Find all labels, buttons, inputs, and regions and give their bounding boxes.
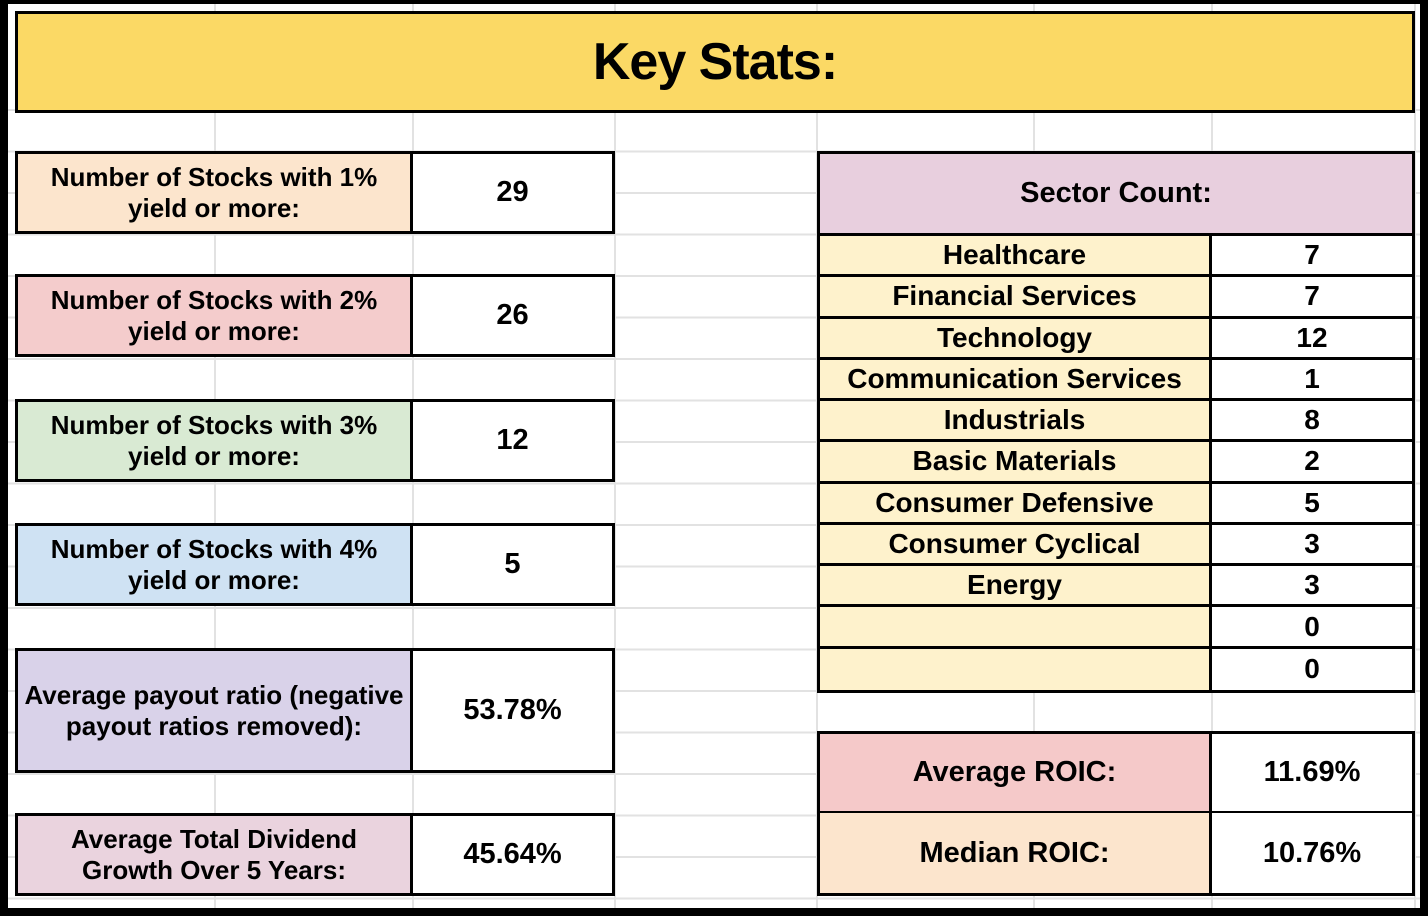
- sector-count-cell[interactable]: 3: [1212, 524, 1412, 564]
- stat-box-avg-div-growth: Average Total Dividend Growth Over 5 Yea…: [15, 813, 615, 896]
- stat-label-cell[interactable]: Number of Stocks with 4% yield or more:: [18, 526, 413, 603]
- table-row: 0: [820, 607, 1412, 649]
- sector-count-table: Healthcare 7 Financial Services 7 Techno…: [817, 233, 1415, 693]
- sector-name-cell[interactable]: Financial Services: [820, 277, 1212, 316]
- stat-box-median-roic: Median ROIC: 10.76%: [817, 813, 1415, 896]
- sector-count-cell[interactable]: 3: [1212, 566, 1412, 605]
- sector-count-cell[interactable]: 7: [1212, 277, 1412, 316]
- table-row: Financial Services 7: [820, 277, 1412, 319]
- stat-value-cell[interactable]: 53.78%: [413, 651, 612, 770]
- sector-name-cell[interactable]: Consumer Cyclical: [820, 524, 1212, 564]
- sector-count-cell[interactable]: 0: [1212, 607, 1412, 646]
- sector-name-cell[interactable]: Industrials: [820, 401, 1212, 440]
- sector-count-cell[interactable]: 7: [1212, 236, 1412, 275]
- sector-name-cell[interactable]: Energy: [820, 566, 1212, 605]
- stat-label-cell[interactable]: Median ROIC:: [820, 813, 1212, 893]
- stat-box-4pct-yield: Number of Stocks with 4% yield or more: …: [15, 523, 615, 606]
- sector-count-cell[interactable]: 0: [1212, 648, 1412, 690]
- stat-value-cell[interactable]: 12: [413, 402, 612, 479]
- sector-name-cell[interactable]: [820, 607, 1212, 646]
- sector-count-cell[interactable]: 2: [1212, 442, 1412, 481]
- table-row: Communication Services 1: [820, 359, 1412, 402]
- stat-box-2pct-yield: Number of Stocks with 2% yield or more: …: [15, 274, 615, 357]
- sector-name-cell[interactable]: [820, 648, 1212, 690]
- stat-label-cell[interactable]: Number of Stocks with 1% yield or more:: [18, 154, 413, 231]
- stat-value-cell[interactable]: 5: [413, 526, 612, 603]
- stat-label-cell[interactable]: Average payout ratio (negative payout ra…: [18, 651, 413, 770]
- stat-value-cell[interactable]: 45.64%: [413, 816, 612, 893]
- table-row: Basic Materials 2: [820, 442, 1412, 484]
- sector-name-cell[interactable]: Communication Services: [820, 359, 1212, 399]
- sector-count-cell[interactable]: 1: [1212, 359, 1412, 399]
- table-row: Healthcare 7: [820, 236, 1412, 278]
- stat-label-cell[interactable]: Average ROIC:: [820, 734, 1212, 811]
- key-stats-banner[interactable]: Key Stats:: [15, 11, 1415, 113]
- stat-value-cell[interactable]: 26: [413, 277, 612, 354]
- table-row: Technology 12: [820, 318, 1412, 360]
- stat-box-avg-payout-ratio: Average payout ratio (negative payout ra…: [15, 648, 615, 773]
- grid-line-vertical: [614, 4, 616, 908]
- stat-label-cell[interactable]: Number of Stocks with 2% yield or more:: [18, 277, 413, 354]
- table-row: Energy 3: [820, 566, 1412, 608]
- stat-value-cell[interactable]: 11.69%: [1212, 734, 1412, 811]
- stat-box-3pct-yield: Number of Stocks with 3% yield or more: …: [15, 399, 615, 482]
- sector-count-cell[interactable]: 12: [1212, 318, 1412, 357]
- stat-label-cell[interactable]: Average Total Dividend Growth Over 5 Yea…: [18, 816, 413, 893]
- stat-label-cell[interactable]: Number of Stocks with 3% yield or more:: [18, 402, 413, 479]
- stat-box-1pct-yield: Number of Stocks with 1% yield or more: …: [15, 151, 615, 234]
- table-row: Consumer Defensive 5: [820, 483, 1412, 525]
- sector-count-cell[interactable]: 8: [1212, 401, 1412, 440]
- sector-count-cell[interactable]: 5: [1212, 483, 1412, 522]
- sector-count-header[interactable]: Sector Count:: [817, 151, 1415, 236]
- sector-name-cell[interactable]: Technology: [820, 318, 1212, 357]
- grid-line-vertical: [1414, 4, 1416, 908]
- stat-value-cell[interactable]: 29: [413, 154, 612, 231]
- table-row: Industrials 8: [820, 401, 1412, 443]
- sector-name-cell[interactable]: Healthcare: [820, 236, 1212, 275]
- table-row: 0: [820, 648, 1412, 690]
- table-row: Consumer Cyclical 3: [820, 524, 1412, 567]
- sector-name-cell[interactable]: Consumer Defensive: [820, 483, 1212, 522]
- stat-box-average-roic: Average ROIC: 11.69%: [817, 731, 1415, 814]
- sector-name-cell[interactable]: Basic Materials: [820, 442, 1212, 481]
- stat-value-cell[interactable]: 10.76%: [1212, 813, 1412, 893]
